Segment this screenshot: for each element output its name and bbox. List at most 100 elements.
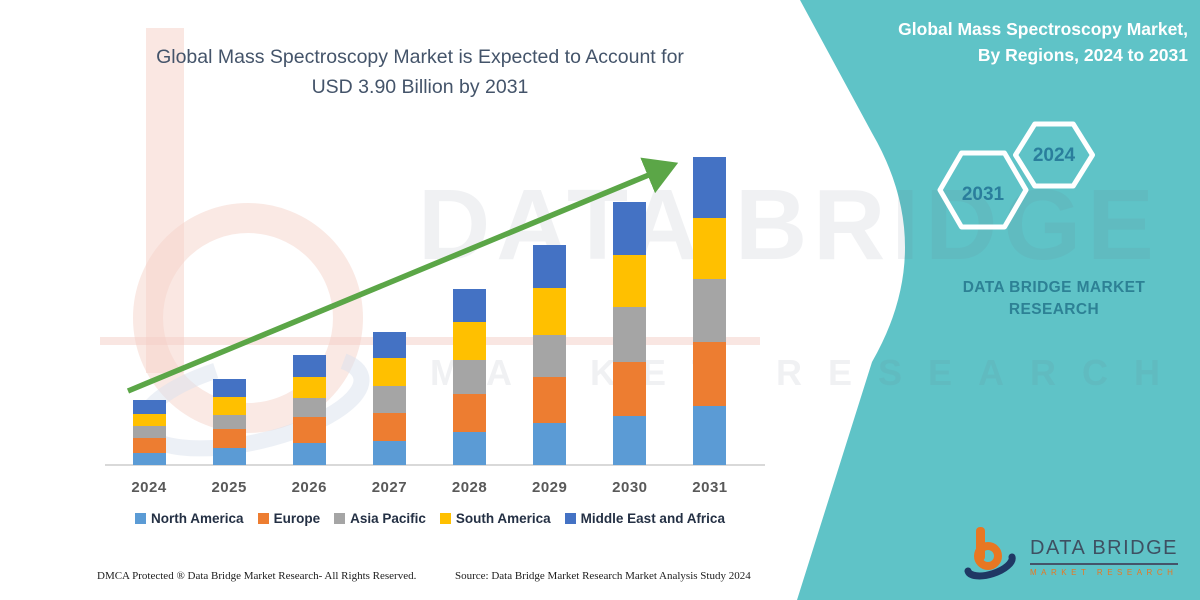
watermark-pink-band [100,337,760,345]
bar-2030-middle-east-and-africa [613,202,647,255]
bar-2030-south-america [613,254,647,308]
hexagon-2024 [1013,121,1095,189]
bar-2027-europe [372,412,406,442]
bar-2027-south-america [372,358,406,387]
panel-title: Global Mass Spectroscopy Market, By Regi… [828,16,1188,69]
bar-2030 [613,202,647,465]
chart-title-line1: Global Mass Spectroscopy Market is Expec… [156,46,684,68]
legend-label: North America [151,511,244,526]
legend-label: Middle East and Africa [580,511,725,526]
bar-2025-europe [212,428,246,449]
bar-2024 [132,399,166,465]
bar-2024-middle-east-and-africa [132,399,166,414]
logo-name: DATA BRIDGE [1030,537,1179,565]
dmca-notice: DMCA Protected ® Data Bridge Market Rese… [97,570,417,582]
bar-2024-europe [132,438,166,454]
legend-item: Asia Pacific [334,511,426,526]
bar-2031-middle-east-and-africa [693,156,727,218]
legend-label: South America [455,511,551,526]
bar-2028-north-america [453,431,487,465]
x-axis-label-2031: 2031 [692,479,728,496]
teal-panel-shape [797,0,1200,600]
bar-2026-europe [292,416,326,443]
bar-2025 [212,378,246,465]
bar-2028-europe [453,393,487,432]
bar-2030-north-america [613,416,647,465]
hexagon-2031 [937,150,1029,230]
bar-2029-asia-pacific [533,335,567,378]
bar-2031 [693,156,727,465]
bar-2025-asia-pacific [212,415,246,429]
chart-title: Global Mass Spectroscopy Market is Expec… [100,42,740,102]
databridge-logo-icon [964,527,1016,580]
panel-brand-line2: RESEARCH [1008,300,1100,318]
hexagon-2031-label: 2031 [961,184,1005,205]
legend-marker [564,513,576,524]
bar-2024-south-america [132,413,166,427]
legend-item: Middle East and Africa [564,511,725,526]
bar-2027-middle-east-and-africa [372,331,406,359]
bar-2025-middle-east-and-africa [212,378,246,398]
bar-2027-north-america [372,441,406,465]
bar-2026-middle-east-and-africa [292,355,326,378]
x-axis-label-2025: 2025 [211,479,247,496]
bar-2029-south-america [533,288,567,336]
bar-2031-north-america [693,405,727,465]
legend-item: North America [135,511,244,526]
bar-2027-asia-pacific [372,386,406,413]
bar-2031-europe [693,341,727,406]
bar-2029 [533,245,567,465]
x-axis-label-2028: 2028 [451,479,488,496]
legend-marker [257,513,269,524]
logo-subtitle: MARKET RESEARCH [1030,568,1178,577]
trend-arrow-line [126,157,679,394]
bar-2028 [453,288,487,465]
bar-2026-asia-pacific [292,397,326,417]
panel-brand-text: DATA BRIDGE MARKET RESEARCH [920,277,1188,320]
bar-2026-south-america [292,377,326,398]
databridge-logo: DATA BRIDGE MARKET RESEARCH [962,523,1179,591]
bar-2028-middle-east-and-africa [453,288,487,323]
bar-2028-asia-pacific [453,359,487,394]
x-axis-line [105,464,765,466]
watermark-b-bowl [133,203,363,433]
bar-2029-north-america [533,423,567,465]
bar-2029-middle-east-and-africa [533,245,567,289]
x-axis-label-2024: 2024 [131,479,167,496]
legend-item: South America [439,511,551,526]
legend-label: Asia Pacific [350,511,426,526]
bar-2024-north-america [132,453,166,465]
legend-marker [334,513,346,524]
x-axis-label-2027: 2027 [371,479,408,496]
bar-2031-south-america [693,217,727,280]
legend-marker [439,513,451,524]
panel-title-line1: Global Mass Spectroscopy Market, [898,19,1188,39]
legend-label: Europe [273,511,321,526]
hexagon-2024-label: 2024 [1032,145,1076,166]
panel-title-line2: By Regions, 2024 to 2031 [977,45,1188,66]
bar-2026-north-america [292,442,326,465]
source-note: Source: Data Bridge Market Research Mark… [455,570,751,582]
bar-2024-asia-pacific [132,426,166,439]
bar-2025-south-america [212,397,246,416]
bar-2030-asia-pacific [613,307,647,363]
bar-2026 [292,355,326,465]
bar-2031-asia-pacific [693,279,727,342]
x-axis-label-2029: 2029 [532,479,568,496]
legend-marker [135,513,147,524]
legend-item: Europe [257,511,321,526]
x-axis-label-2026: 2026 [291,479,327,496]
bar-2027 [372,331,406,465]
bar-2025-north-america [212,448,246,465]
chart-legend: North America Europe Asia Pacific South Ame… [90,511,770,526]
databridge-logo-text: DATA BRIDGE MARKET RESEARCH [1030,537,1179,577]
bar-2030-europe [613,362,647,416]
x-axis-label-2030: 2030 [612,479,648,496]
bar-2028-south-america [453,322,487,360]
chart-title-line2: USD 3.90 Billion by 2031 [311,76,529,99]
